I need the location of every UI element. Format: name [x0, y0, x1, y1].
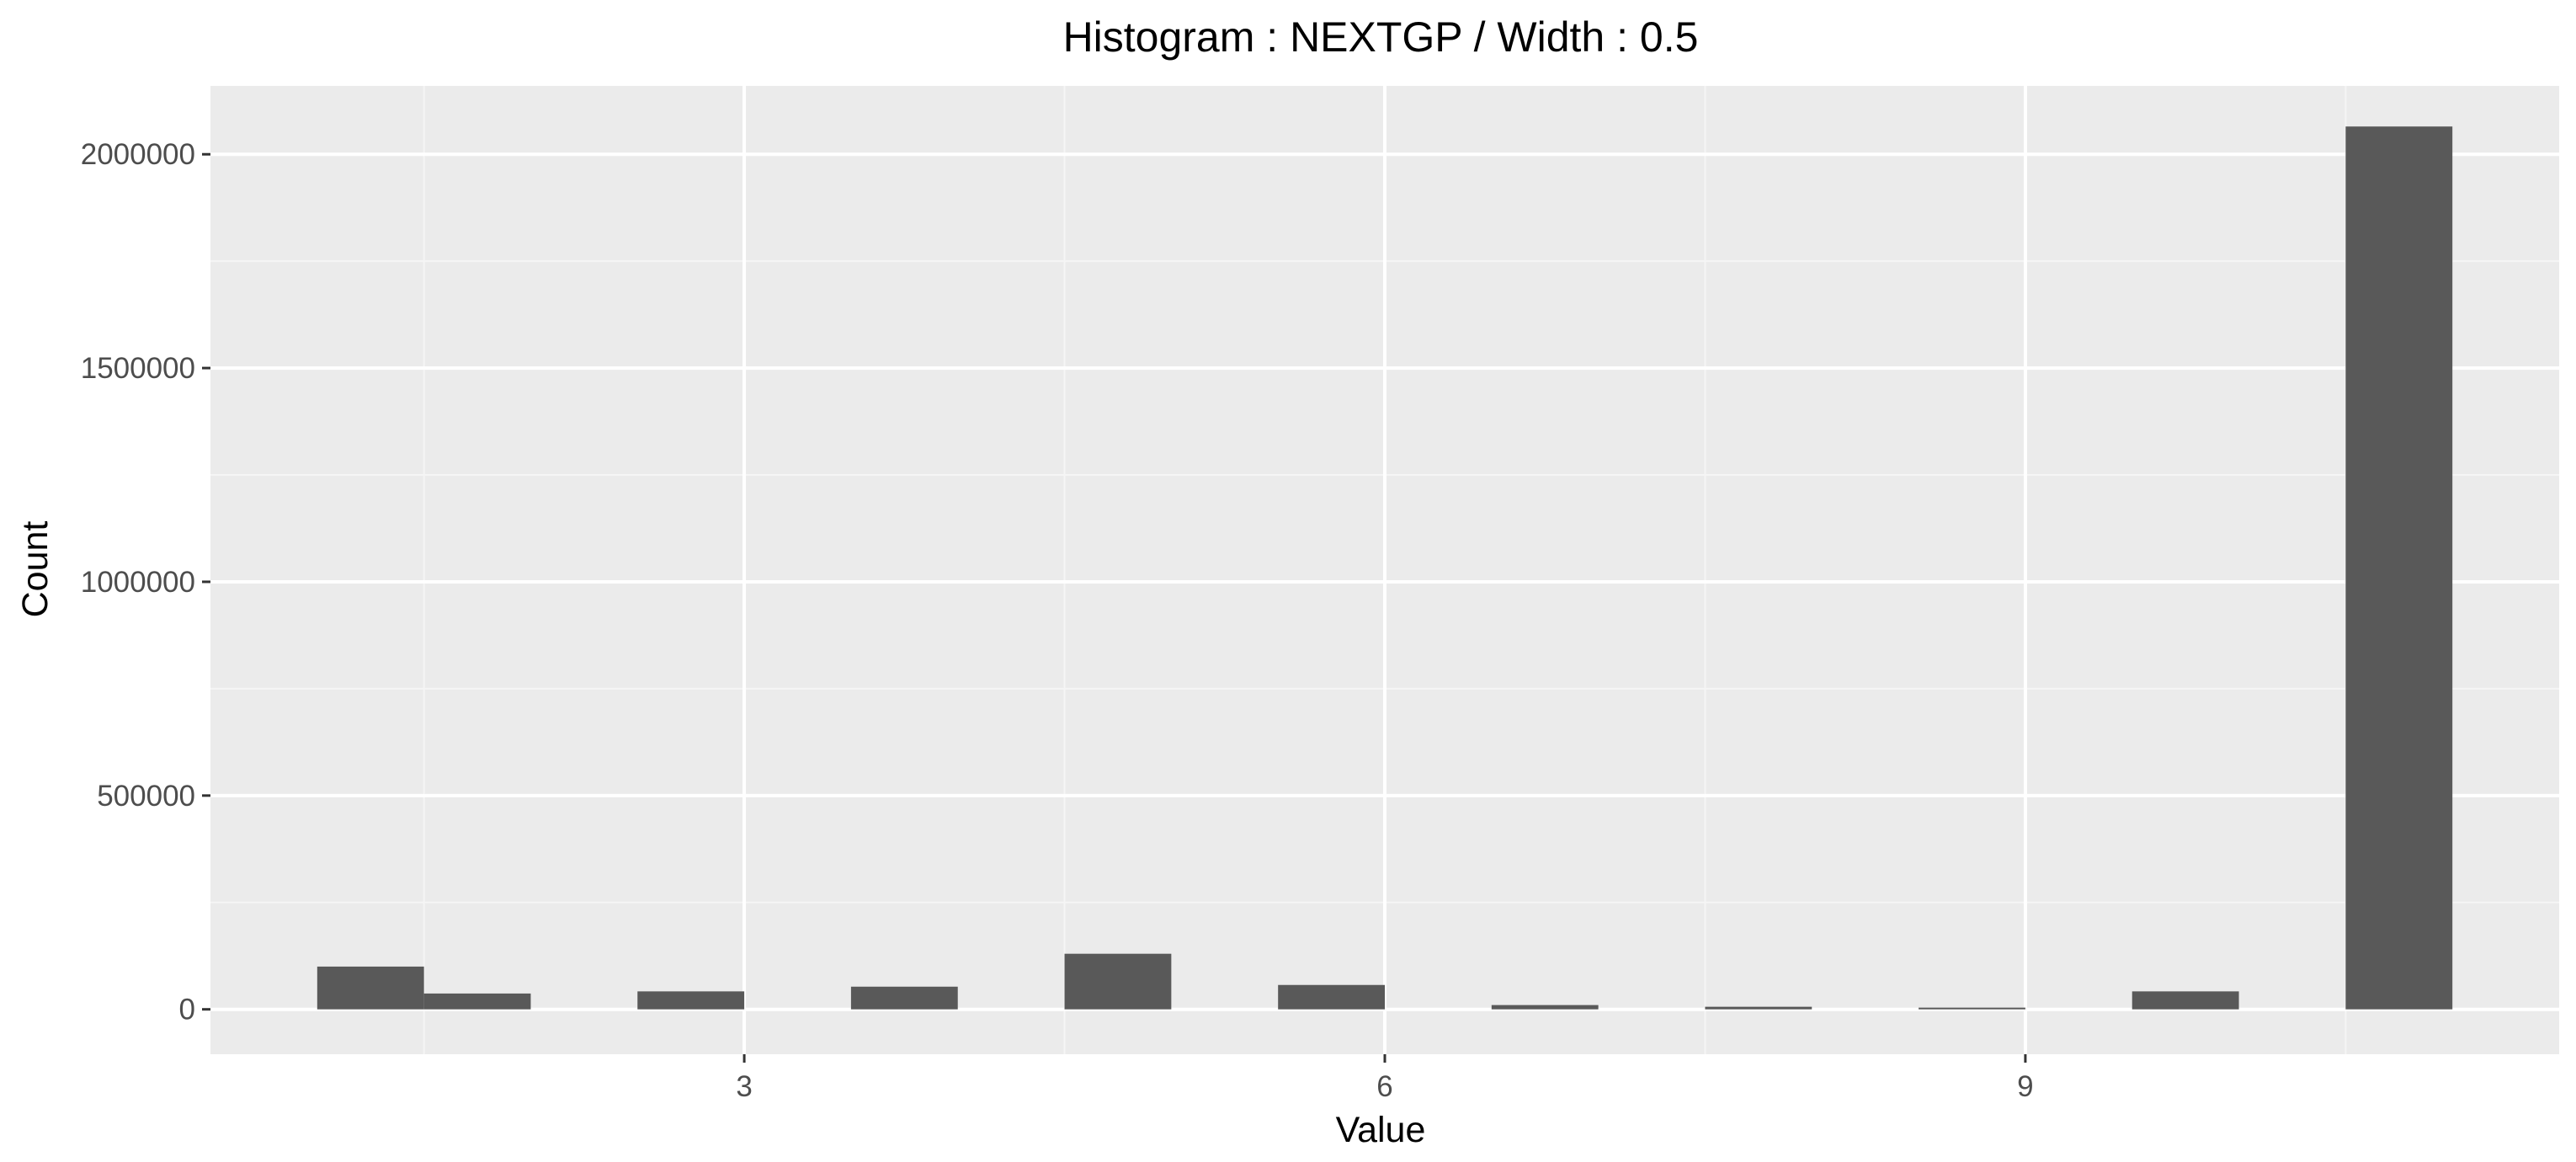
- histogram-bars: [317, 126, 2453, 1010]
- histogram-bar-7: [1705, 1006, 1812, 1010]
- x-axis-title: Value: [1336, 1110, 1426, 1150]
- chart-title: Histogram : NEXTGP / Width : 0.5: [1063, 13, 1699, 61]
- histogram-bar-1: [423, 993, 531, 1010]
- histogram-bar-0: [317, 966, 424, 1010]
- histogram-bar-8: [1919, 1007, 2025, 1010]
- x-tick-label-1: 6: [1376, 1070, 1392, 1103]
- histogram-bar-6: [1491, 1005, 1599, 1010]
- y-tick-label-2: 1000000: [81, 566, 195, 599]
- x-tick-label-0: 3: [736, 1070, 752, 1103]
- y-tick-label-3: 1500000: [81, 352, 195, 385]
- histogram-bar-2: [637, 991, 745, 1010]
- y-tick-label-4: 2000000: [81, 138, 195, 171]
- histogram-bar-9: [2132, 991, 2239, 1010]
- y-axis-ticks: 0 500000 1000000 1500000 2000000: [81, 138, 210, 1026]
- grid-lines: [210, 86, 2559, 1054]
- y-tick-label-1: 500000: [97, 780, 195, 813]
- y-axis-title: Count: [15, 521, 56, 618]
- histogram-bar-4: [1064, 953, 1172, 1010]
- y-tick-label-0: 0: [179, 994, 195, 1026]
- histogram-bar-10: [2345, 126, 2453, 1010]
- x-tick-label-2: 9: [2017, 1070, 2033, 1103]
- x-axis-ticks: 3 6 9: [736, 1054, 2034, 1103]
- histogram-bar-5: [1278, 984, 1385, 1010]
- histogram-bar-3: [850, 986, 958, 1010]
